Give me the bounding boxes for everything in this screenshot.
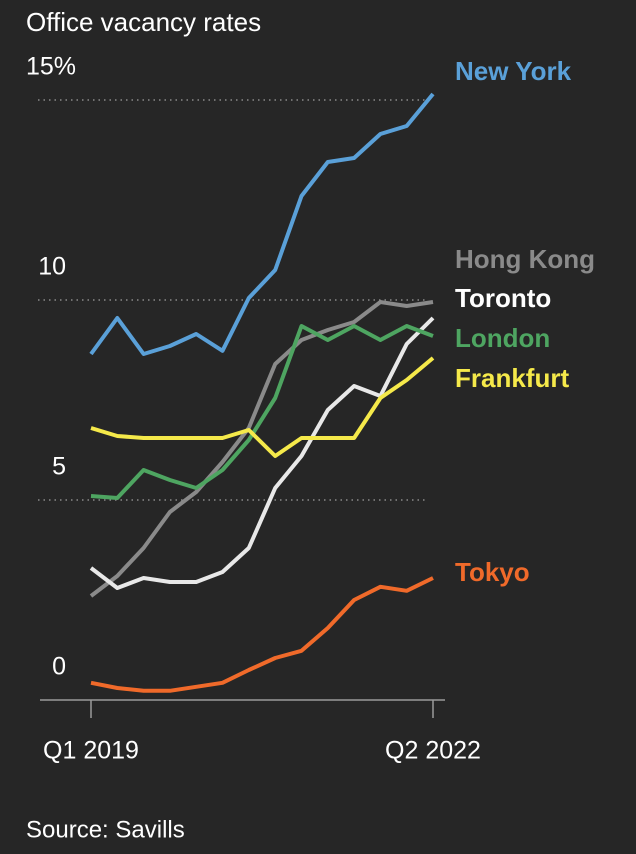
x-tick-label: Q1 2019 [43,737,139,765]
chart-title: Office vacancy rates [26,7,261,37]
series-label: New York [455,56,572,86]
series-label: London [455,323,550,353]
series-line [89,316,435,590]
series-line [90,356,435,458]
y-tick-label: 0 [52,653,66,681]
y-tick-label: 5 [52,453,66,481]
series-label: Toronto [455,283,551,313]
series-label: Hong Kong [455,244,595,274]
series-line [89,92,435,356]
y-tick-label: 15% [26,53,76,81]
series-label: Frankfurt [455,363,569,393]
series-label: Tokyo [455,557,530,587]
series-line [90,576,434,693]
series-line [89,300,434,598]
source: Source: Savills [26,816,185,843]
y-tick-label: 10 [38,253,66,281]
series-line [90,324,434,500]
x-tick-label: Q2 2022 [385,737,481,765]
